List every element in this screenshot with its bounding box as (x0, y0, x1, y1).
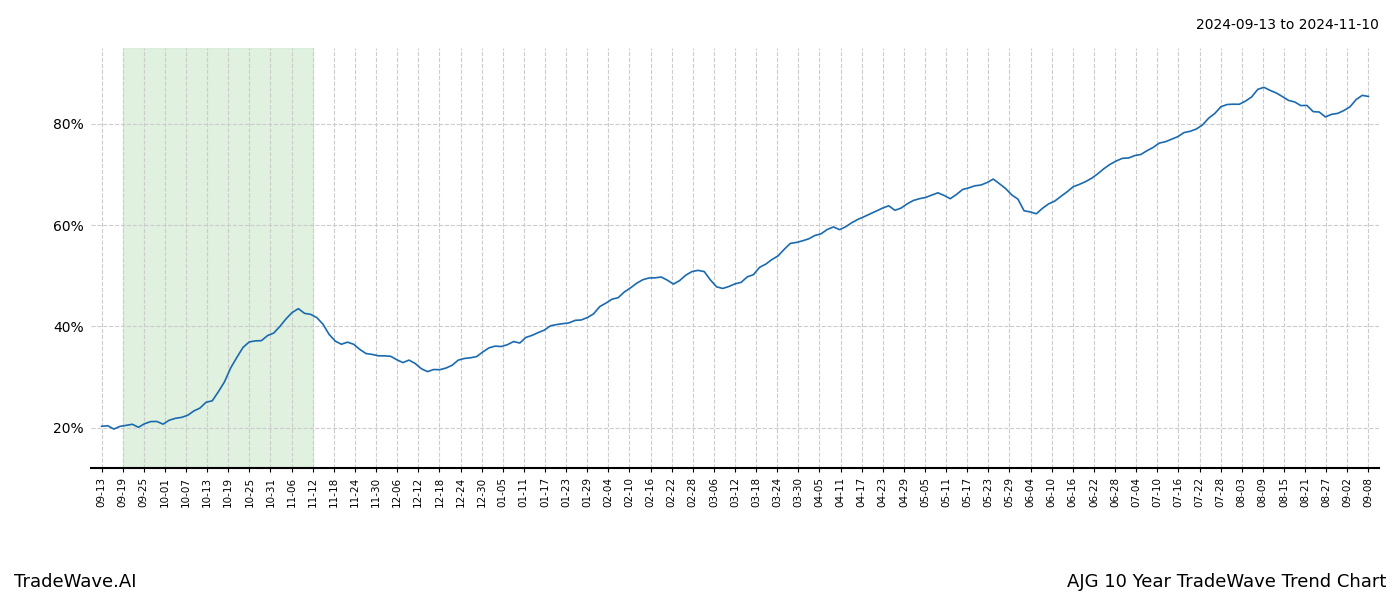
Text: 2024-09-13 to 2024-11-10: 2024-09-13 to 2024-11-10 (1196, 18, 1379, 32)
Bar (123, 48, 312, 468)
Text: AJG 10 Year TradeWave Trend Chart: AJG 10 Year TradeWave Trend Chart (1067, 573, 1386, 591)
Text: TradeWave.AI: TradeWave.AI (14, 573, 137, 591)
